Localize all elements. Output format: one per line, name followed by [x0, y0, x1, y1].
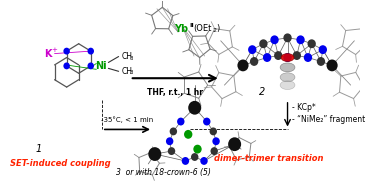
Circle shape — [263, 53, 271, 62]
Text: - KCp*: - KCp* — [292, 103, 316, 112]
Text: II: II — [189, 22, 194, 28]
Circle shape — [87, 62, 94, 69]
Text: (OEt: (OEt — [193, 24, 211, 33]
Circle shape — [250, 57, 258, 66]
Ellipse shape — [280, 73, 295, 82]
Text: Yb: Yb — [174, 24, 188, 34]
Circle shape — [170, 128, 177, 135]
Text: dimer-trimer transition: dimer-trimer transition — [214, 155, 324, 163]
Text: -35°C, < 1 min: -35°C, < 1 min — [101, 116, 153, 123]
Circle shape — [274, 51, 282, 60]
Text: SET-induced coupling: SET-induced coupling — [10, 159, 110, 168]
Circle shape — [203, 118, 211, 125]
Circle shape — [304, 53, 312, 62]
Circle shape — [293, 51, 301, 60]
Text: +: + — [52, 47, 57, 53]
Circle shape — [209, 128, 217, 135]
Circle shape — [191, 153, 198, 161]
Circle shape — [168, 147, 175, 155]
Text: CH: CH — [121, 52, 132, 61]
Text: CH: CH — [121, 67, 132, 76]
Circle shape — [270, 35, 279, 44]
Circle shape — [296, 35, 305, 44]
Text: 2: 2 — [259, 87, 265, 97]
Ellipse shape — [281, 54, 294, 61]
Circle shape — [284, 53, 292, 62]
Circle shape — [188, 101, 201, 115]
Circle shape — [193, 145, 202, 154]
Circle shape — [319, 45, 327, 54]
Circle shape — [87, 48, 94, 55]
Circle shape — [166, 137, 174, 145]
Ellipse shape — [280, 63, 295, 72]
Circle shape — [211, 147, 218, 155]
Circle shape — [248, 45, 256, 54]
Circle shape — [212, 137, 220, 145]
Ellipse shape — [280, 81, 295, 90]
Text: 2: 2 — [212, 29, 216, 33]
Circle shape — [148, 147, 161, 161]
Text: 1: 1 — [36, 144, 42, 154]
Text: K: K — [44, 49, 52, 59]
Circle shape — [284, 33, 292, 42]
Circle shape — [237, 59, 249, 71]
Text: 3: 3 — [130, 70, 133, 75]
Text: Ni: Ni — [95, 61, 107, 71]
Circle shape — [317, 57, 325, 66]
Text: - “NiMe₂” fragment: - “NiMe₂” fragment — [292, 115, 366, 124]
Circle shape — [184, 130, 192, 139]
Circle shape — [200, 157, 208, 165]
Circle shape — [307, 39, 316, 48]
Text: ): ) — [216, 24, 219, 33]
Circle shape — [64, 62, 70, 69]
Text: THF, r.t., 1 hr: THF, r.t., 1 hr — [147, 88, 203, 96]
Text: 3: 3 — [130, 56, 133, 61]
Circle shape — [182, 157, 189, 165]
Circle shape — [228, 137, 241, 151]
Circle shape — [64, 48, 70, 55]
Circle shape — [327, 59, 338, 71]
Circle shape — [259, 39, 268, 48]
Circle shape — [177, 118, 184, 125]
Text: 3  or with 18-crown-6 (5): 3 or with 18-crown-6 (5) — [116, 168, 211, 177]
